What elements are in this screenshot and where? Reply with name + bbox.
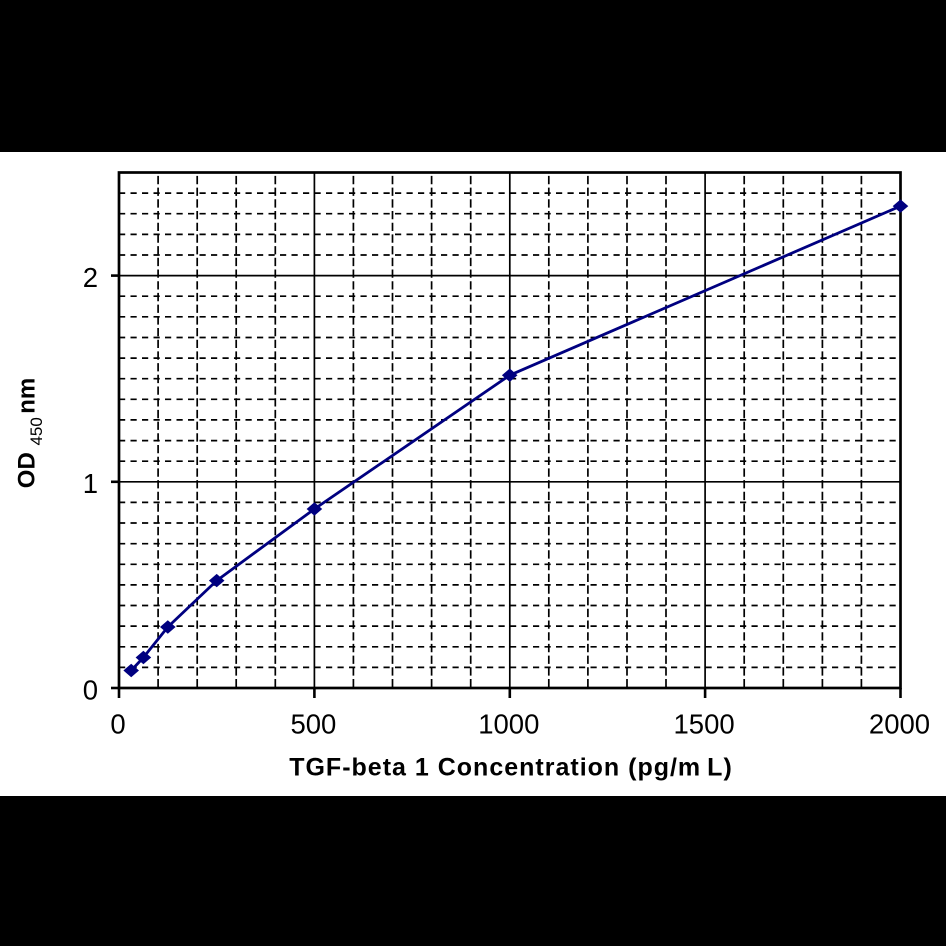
svg-text:0: 0 xyxy=(83,674,98,705)
svg-text:2000: 2000 xyxy=(869,709,930,740)
svg-text:1: 1 xyxy=(83,468,98,499)
svg-text:OD 450 nm: OD 450 nm xyxy=(14,378,47,488)
svg-text:1000: 1000 xyxy=(478,709,539,740)
svg-text:500: 500 xyxy=(290,709,336,740)
svg-text:0: 0 xyxy=(110,709,125,740)
svg-text:TGF-beta 1 Concentration (pg/m: TGF-beta 1 Concentration (pg/m L) xyxy=(289,754,733,782)
svg-text:2: 2 xyxy=(83,262,98,293)
svg-text:1500: 1500 xyxy=(674,709,735,740)
